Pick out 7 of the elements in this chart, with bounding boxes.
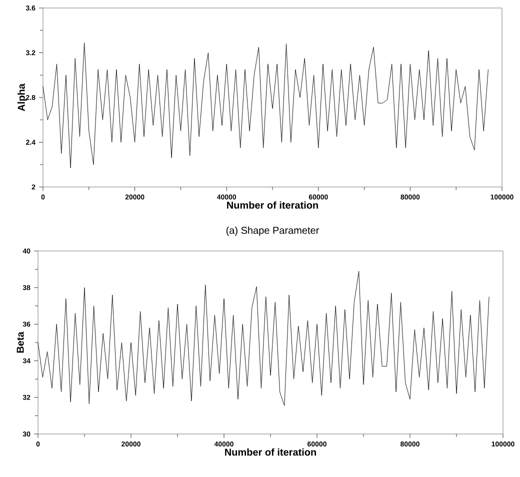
x-axis-title: Number of iteration [227, 201, 318, 209]
line-series [42, 42, 488, 168]
text: (a) Shape Parameter [226, 226, 320, 236]
line-series [38, 270, 490, 406]
y-axis-title: Beta [16, 332, 24, 353]
x-axis-title: Number of iteration [225, 448, 316, 456]
y-axis-title: Alpha [18, 84, 27, 112]
